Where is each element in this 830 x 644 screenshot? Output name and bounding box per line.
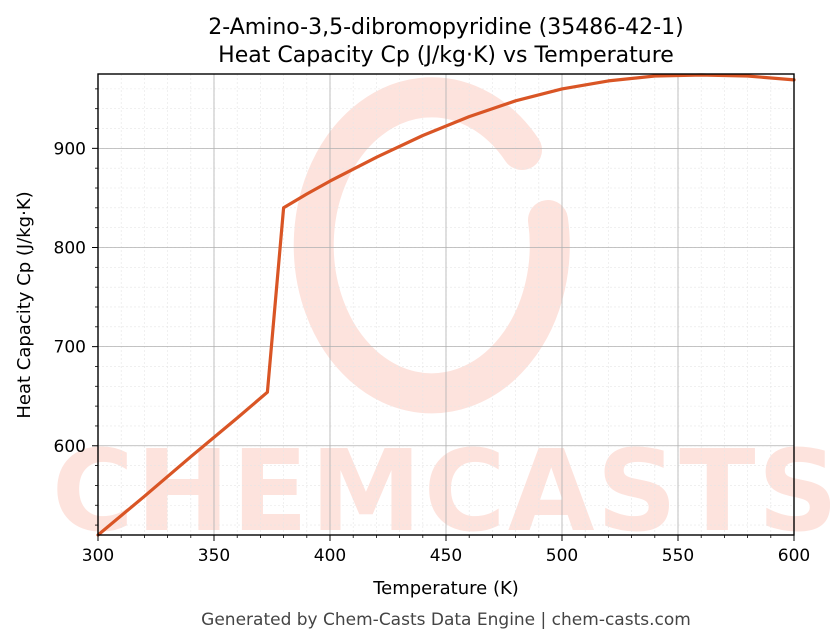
major-grid bbox=[97, 74, 795, 535]
x-tick-label: 550 bbox=[662, 546, 694, 566]
series-line-heat-capacity bbox=[96, 73, 796, 537]
x-tick-label: 400 bbox=[314, 546, 346, 566]
y-axis-ticks: 600 700 800 900 bbox=[54, 88, 98, 526]
y-axis-label: Heat Capacity Cp (J/kg·K) bbox=[14, 191, 35, 418]
y-tick-label: 600 bbox=[54, 437, 86, 457]
chart-subtitle: Heat Capacity Cp (J/kg·K) vs Temperature bbox=[218, 43, 674, 68]
watermark-text: CHEMCASTS bbox=[52, 427, 830, 557]
footer-credit: Generated by Chem-Casts Data Engine | ch… bbox=[201, 610, 691, 630]
chart-title: 2-Amino-3,5-dibromopyridine (35486-42-1) bbox=[208, 15, 683, 40]
x-tick-label: 600 bbox=[778, 546, 810, 566]
x-tick-label: 500 bbox=[546, 546, 578, 566]
y-tick-label: 700 bbox=[54, 338, 86, 358]
x-axis-ticks: 300 350 400 450 500 550 600 bbox=[82, 535, 810, 566]
x-tick-label: 300 bbox=[82, 546, 114, 566]
watermark-logo-arc bbox=[293, 77, 570, 414]
y-tick-label: 800 bbox=[54, 238, 86, 258]
x-tick-label: 350 bbox=[198, 546, 230, 566]
x-tick-label: 450 bbox=[430, 546, 462, 566]
y-tick-label: 900 bbox=[54, 139, 86, 159]
x-axis-label: Temperature (K) bbox=[372, 578, 519, 599]
